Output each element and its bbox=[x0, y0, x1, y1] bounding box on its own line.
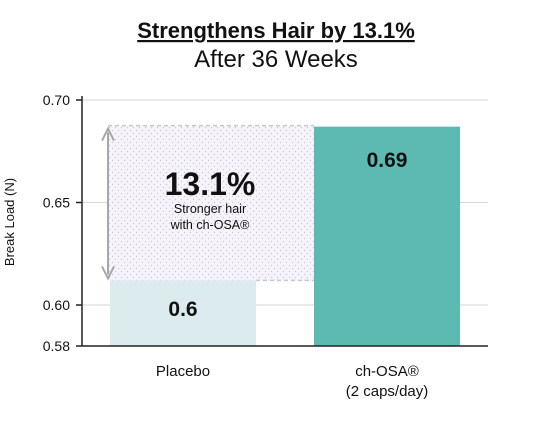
callout-line-1: Stronger hair bbox=[174, 202, 246, 216]
y-tick-label: 0.70 bbox=[43, 92, 70, 108]
callout-line-2: with ch-OSA® bbox=[170, 218, 250, 232]
x-category-label: ch-OSA® bbox=[355, 363, 419, 380]
callout-layer: 13.1%Stronger hair with ch-OSA® bbox=[101, 124, 314, 282]
y-axis-label: Break Load (N) bbox=[2, 178, 17, 266]
callout-box bbox=[108, 125, 314, 281]
chart-title: Strengthens Hair by 13.1% bbox=[137, 18, 415, 43]
callout-arrow-up bbox=[101, 126, 115, 142]
bar-data-label: 0.6 bbox=[168, 298, 197, 321]
axes-layer: 0.58 0.60 0.65 0.70 Placebo ch-OSA® (2 caps/da… bbox=[43, 92, 488, 400]
x-category-label-line-2: (2 caps/day) bbox=[346, 383, 429, 400]
bar-data-label: 0.69 bbox=[367, 149, 408, 172]
y-tick-label: 0.58 bbox=[43, 338, 70, 354]
y-tick-label: 0.65 bbox=[43, 195, 70, 211]
bars-layer: 0.6 0.69 bbox=[110, 126, 460, 347]
x-category-label: Placebo bbox=[156, 363, 210, 380]
chart-subtitle: After 36 Weeks bbox=[194, 46, 358, 73]
callout-percent: 13.1% bbox=[165, 166, 256, 202]
y-tick-label: 0.60 bbox=[43, 297, 70, 313]
callout-arrow-down bbox=[101, 265, 115, 281]
bar bbox=[110, 280, 256, 346]
bar bbox=[314, 126, 460, 347]
